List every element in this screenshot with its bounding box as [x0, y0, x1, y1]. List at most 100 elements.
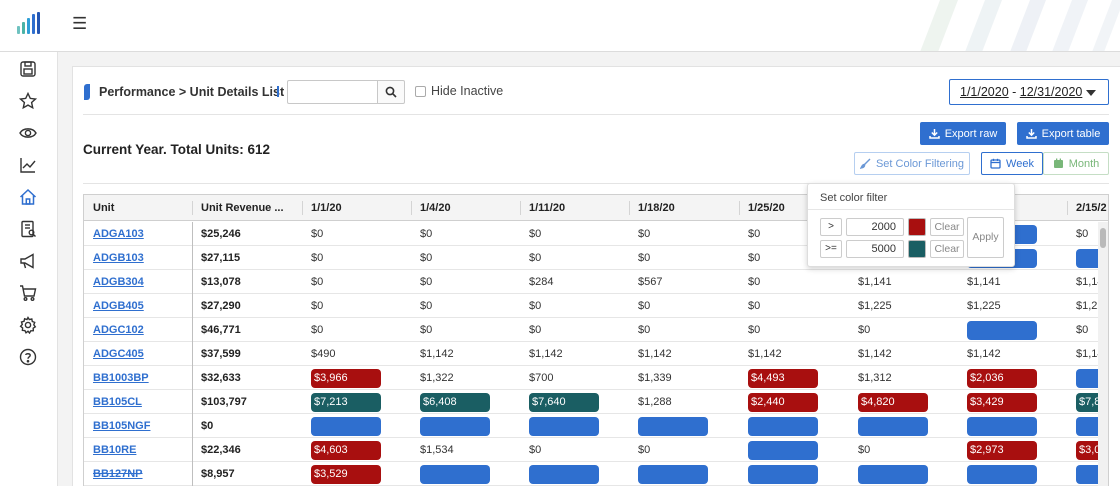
- page-title: Current Year. Total Units: 612: [83, 142, 271, 157]
- column-header[interactable]: 1/25/20: [748, 202, 785, 214]
- unit-link[interactable]: BB127NP: [93, 468, 143, 480]
- rule-1-operator[interactable]: >: [820, 218, 842, 236]
- top-bar: ☰: [0, 0, 1120, 52]
- download-icon: [928, 129, 940, 139]
- column-separator[interactable]: [411, 201, 412, 215]
- sidebar-item-watch[interactable]: [19, 124, 39, 144]
- export-table-button[interactable]: Export table: [1017, 122, 1109, 145]
- rule-2-operator[interactable]: >=: [820, 240, 842, 258]
- weekly-value: $1,142: [638, 348, 672, 360]
- bar-chart-logo[interactable]: [16, 11, 44, 37]
- unit-revenue: $25,246: [201, 228, 241, 240]
- table-row: ADGC102 $46,771 $0 $0 $0 $0 $0 $0 $0: [84, 318, 1108, 342]
- home-icon: [19, 188, 37, 205]
- column-header[interactable]: 1/11/20: [529, 202, 566, 214]
- sidebar-item-home[interactable]: [19, 188, 39, 208]
- rule-1-clear-button[interactable]: Clear: [930, 218, 964, 236]
- unit-link[interactable]: ADGB405: [93, 300, 144, 312]
- month-label: Month: [1068, 157, 1100, 170]
- search-button[interactable]: [377, 80, 405, 104]
- weekly-value: $1,225: [858, 300, 892, 312]
- column-divider: [192, 438, 193, 462]
- unit-link[interactable]: BB105CL: [93, 396, 142, 408]
- unit-link[interactable]: ADGC405: [93, 348, 144, 360]
- weekly-value: $1,225: [967, 300, 1001, 312]
- weekly-value: $1,288: [638, 396, 672, 408]
- left-sidebar: [0, 52, 58, 486]
- weekly-value-highlight: [638, 465, 708, 484]
- date-range-picker[interactable]: 1/1/2020 - 12/31/2020: [949, 79, 1109, 105]
- export-raw-button[interactable]: Export raw: [920, 122, 1006, 145]
- set-color-filter-button[interactable]: Set Color Filtering: [854, 152, 970, 175]
- week-toggle[interactable]: Week: [981, 152, 1043, 175]
- column-header[interactable]: 1/4/20: [420, 202, 451, 214]
- column-header[interactable]: 1/18/20: [638, 202, 675, 214]
- unit-link[interactable]: ADGB103: [93, 252, 144, 264]
- column-header[interactable]: Unit Revenue ...: [201, 202, 284, 214]
- unit-link[interactable]: ADGB304: [93, 276, 144, 288]
- hide-inactive-checkbox[interactable]: [415, 86, 426, 97]
- rule-1-color-swatch[interactable]: [908, 218, 926, 236]
- rule-1-value-input[interactable]: 2000: [846, 218, 904, 236]
- column-separator[interactable]: [739, 201, 740, 215]
- unit-link[interactable]: ADGC102: [93, 324, 144, 336]
- column-divider: [192, 294, 193, 318]
- unit-link[interactable]: ADGA103: [93, 228, 144, 240]
- unit-link[interactable]: BB1003BP: [93, 372, 149, 384]
- column-separator[interactable]: [1067, 201, 1068, 215]
- weekly-value: $0: [638, 300, 651, 312]
- column-divider: [192, 246, 193, 270]
- color-filter-popover: Set color filter > 2000 Clear >= 5000 Cl…: [807, 183, 1015, 267]
- hamburger-icon[interactable]: ☰: [72, 14, 88, 33]
- column-separator[interactable]: [192, 201, 193, 215]
- unit-link[interactable]: BB10RE: [93, 444, 137, 456]
- month-toggle[interactable]: Month: [1043, 152, 1109, 175]
- sidebar-item-marketing[interactable]: [19, 252, 39, 272]
- column-divider: [192, 462, 193, 486]
- weekly-value: $0: [529, 252, 542, 264]
- week-label: Week: [1006, 157, 1034, 170]
- title-accent: [84, 84, 90, 100]
- cart-icon: [20, 285, 37, 301]
- sidebar-item-settings[interactable]: [19, 316, 39, 336]
- column-separator[interactable]: [629, 201, 630, 215]
- column-header[interactable]: 1/1/20: [311, 202, 342, 214]
- column-header[interactable]: Unit: [93, 202, 115, 214]
- chevron-down-icon: [1086, 90, 1096, 96]
- sidebar-item-save[interactable]: [19, 60, 39, 80]
- rule-2-value-input[interactable]: 5000: [846, 240, 904, 258]
- sidebar-item-help[interactable]: [19, 348, 39, 368]
- weekly-value: $0: [420, 324, 433, 336]
- weekly-value-highlight: $2,036: [967, 369, 1037, 388]
- column-divider: [192, 366, 193, 390]
- rule-2-color-swatch[interactable]: [908, 240, 926, 258]
- search-input[interactable]: [287, 80, 377, 104]
- weekly-value: $0: [638, 324, 651, 336]
- date-end: 12/31/2020: [1019, 85, 1083, 99]
- apply-button[interactable]: Apply: [967, 217, 1004, 258]
- weekly-value: $1,142: [967, 348, 1001, 360]
- unit-revenue: $13,078: [201, 276, 241, 288]
- weekly-value: $1,142: [858, 348, 892, 360]
- weekly-value: $0: [858, 444, 871, 456]
- sidebar-item-analytics[interactable]: [19, 156, 39, 176]
- weekly-value: $1,534: [420, 444, 454, 456]
- weekly-value-highlight: [967, 321, 1037, 340]
- column-separator[interactable]: [520, 201, 521, 215]
- weekly-value: $0: [638, 252, 651, 264]
- column-header[interactable]: 2/15/2: [1076, 202, 1107, 214]
- sidebar-item-cart[interactable]: [19, 284, 39, 304]
- sidebar-item-reports[interactable]: [19, 220, 39, 240]
- weekly-value: $1,141: [967, 276, 1001, 288]
- sidebar-item-favorites[interactable]: [18, 91, 39, 112]
- column-separator[interactable]: [302, 201, 303, 215]
- weekly-value-highlight: [967, 417, 1037, 436]
- unit-link[interactable]: BB105NGF: [93, 420, 151, 432]
- unit-revenue: $27,115: [201, 252, 241, 264]
- scrollbar-thumb[interactable]: [1100, 228, 1106, 248]
- line-chart-icon: [20, 158, 36, 173]
- vertical-scrollbar[interactable]: [1098, 222, 1108, 486]
- brush-icon: [859, 158, 871, 169]
- table-row: BB105NGF $0: [84, 414, 1108, 438]
- rule-2-clear-button[interactable]: Clear: [930, 240, 964, 258]
